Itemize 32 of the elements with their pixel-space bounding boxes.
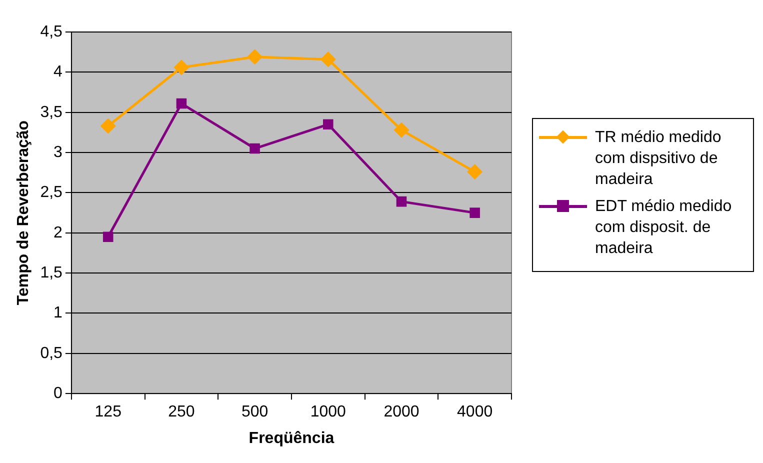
point (250, 143, 260, 154)
x-tick-label: 250 (168, 404, 195, 421)
point (248, 50, 262, 64)
x-tick-label: 125 (94, 404, 122, 421)
x-tick-label: 4000 (457, 404, 493, 421)
y-tick-label: 0 (54, 385, 63, 402)
y-tick-label: 2 (54, 224, 63, 242)
legend-label: EDT médio medido com disposit. de madeira (595, 197, 733, 259)
point (174, 60, 189, 75)
point (468, 164, 482, 180)
x-tick-label: 2000 (384, 404, 420, 421)
y-axis-title: Tempo de Reverberação (15, 120, 32, 306)
y-tick-label: 4,5 (40, 23, 63, 40)
point (102, 232, 114, 242)
point (176, 98, 187, 109)
y-tick-label: 1 (54, 304, 63, 322)
point (320, 52, 336, 67)
point (470, 208, 480, 218)
point (100, 118, 116, 134)
y-tick-label: 1,5 (40, 264, 63, 282)
y-tick-label: 0,5 (40, 344, 63, 362)
point (396, 196, 407, 207)
y-tick-label: 2,5 (40, 184, 63, 202)
x-axis-title: Freqüência (248, 430, 334, 447)
x-tick-label: 500 (241, 404, 268, 421)
y-tick-label: 3 (54, 144, 63, 161)
x-tick-label: 1000 (310, 404, 346, 421)
legend-label: TR médio medido com dispsitivo de madeira (595, 128, 722, 190)
y-tick-label: 3,5 (40, 104, 63, 121)
point (394, 122, 409, 138)
y-tick-label: 4 (54, 64, 63, 81)
point (323, 119, 334, 130)
